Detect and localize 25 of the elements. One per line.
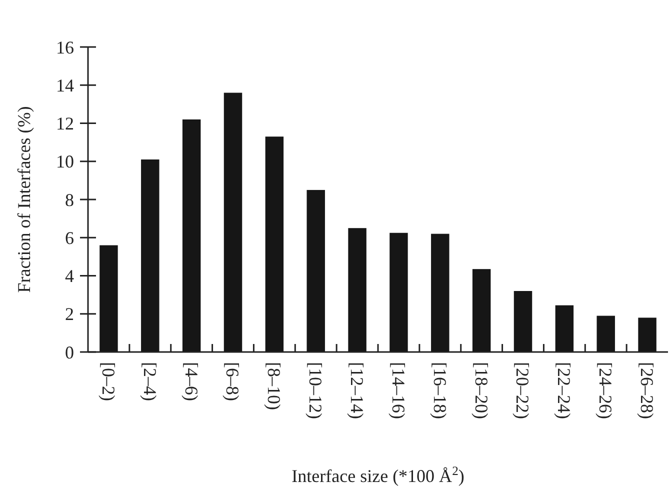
x-tick-label: [2–4): [140, 362, 160, 401]
y-tick-label: 2: [65, 304, 74, 324]
x-tick-label: [12–14): [346, 362, 367, 419]
y-tick-label: 10: [56, 152, 74, 172]
x-tick-label: [16–18): [430, 362, 450, 419]
y-axis-title: Fraction of Interfaces (%): [14, 106, 34, 293]
y-tick-label: 14: [56, 75, 74, 96]
x-tick-label: [20–22): [512, 362, 533, 419]
y-tick-label: 8: [65, 190, 74, 210]
x-tick-label: [6–8): [222, 362, 243, 401]
x-tick-label: [0–2): [98, 362, 118, 401]
x-axis-title: Interface size (*100 Å$^{2}$): [292, 464, 464, 486]
x-tick-label: [22–24): [554, 362, 574, 419]
x-tick-label: [24–26): [596, 362, 616, 419]
y-tick-label: 16: [56, 37, 74, 58]
y-tick-label: 12: [56, 114, 74, 134]
x-tick-label: [8–10): [264, 362, 284, 410]
y-tick-label: 4: [65, 266, 74, 286]
x-tick-label: [26–28): [636, 362, 657, 419]
x-tick-label: [14–16): [388, 362, 408, 419]
y-tick-label: 0: [65, 342, 74, 362]
x-tick-label: [4–6): [181, 362, 202, 401]
x-tick-label: [18–20): [471, 362, 492, 419]
x-tick-label: [10–12): [306, 362, 326, 419]
y-tick-label: 6: [65, 228, 74, 248]
